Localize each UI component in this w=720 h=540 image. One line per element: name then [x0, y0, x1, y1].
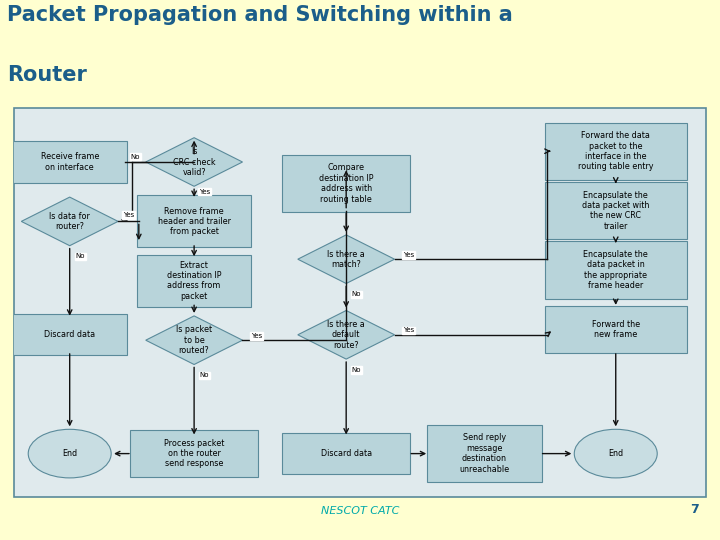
Text: Send reply
message
destination
unreachable: Send reply message destination unreachab…	[459, 434, 510, 474]
Text: Yes: Yes	[402, 252, 414, 258]
Text: 7: 7	[690, 503, 698, 516]
Polygon shape	[22, 197, 118, 246]
Text: Is there a
default
route?: Is there a default route?	[328, 320, 365, 350]
Text: End: End	[608, 449, 624, 458]
FancyBboxPatch shape	[544, 123, 687, 180]
Text: No: No	[130, 153, 140, 160]
Polygon shape	[145, 316, 243, 364]
Text: Process packet
on the router
send response: Process packet on the router send respon…	[164, 438, 225, 469]
Text: Discard data: Discard data	[44, 330, 95, 339]
Text: Remove frame
header and trailer
from packet: Remove frame header and trailer from pac…	[158, 206, 230, 237]
Polygon shape	[145, 138, 243, 186]
Text: Receive frame
on interface: Receive frame on interface	[40, 152, 99, 172]
Text: Encapsulate the
data packet in
the appropriate
frame header: Encapsulate the data packet in the appro…	[583, 250, 648, 290]
FancyBboxPatch shape	[137, 195, 251, 247]
Polygon shape	[298, 235, 395, 284]
Text: Yes: Yes	[402, 327, 414, 334]
Text: Yes: Yes	[251, 333, 262, 339]
Text: Yes: Yes	[199, 188, 210, 195]
FancyBboxPatch shape	[137, 255, 251, 307]
FancyBboxPatch shape	[427, 425, 541, 482]
Text: NESCOT CATC: NESCOT CATC	[321, 505, 399, 516]
FancyBboxPatch shape	[282, 433, 410, 474]
Text: Router: Router	[7, 65, 87, 85]
Text: Forward the
new frame: Forward the new frame	[592, 320, 640, 339]
FancyBboxPatch shape	[130, 430, 258, 477]
Text: Yes: Yes	[123, 212, 134, 218]
Text: Compare
destination IP
address with
routing table: Compare destination IP address with rout…	[319, 164, 374, 204]
Text: Forward the data
packet to the
interface in the
routing table entry: Forward the data packet to the interface…	[578, 131, 654, 171]
Text: End: End	[62, 449, 77, 458]
Text: No: No	[199, 372, 210, 379]
FancyBboxPatch shape	[544, 182, 687, 239]
Text: Is there a
match?: Is there a match?	[328, 249, 365, 269]
Text: Is
CRC check
valid?: Is CRC check valid?	[173, 147, 215, 177]
Polygon shape	[298, 310, 395, 359]
Ellipse shape	[28, 429, 111, 478]
Text: No: No	[352, 291, 361, 298]
FancyBboxPatch shape	[282, 155, 410, 212]
FancyBboxPatch shape	[544, 306, 687, 353]
FancyBboxPatch shape	[544, 241, 687, 299]
Text: Encapsulate the
data packet with
the new CRC
trailer: Encapsulate the data packet with the new…	[582, 191, 649, 231]
Text: Discard data: Discard data	[320, 449, 372, 458]
Text: Packet Propagation and Switching within a: Packet Propagation and Switching within …	[7, 5, 513, 25]
Ellipse shape	[575, 429, 657, 478]
Text: No: No	[76, 253, 85, 260]
Text: Is data for
router?: Is data for router?	[49, 212, 90, 231]
Text: Is packet
to be
routed?: Is packet to be routed?	[176, 325, 212, 355]
FancyBboxPatch shape	[12, 141, 127, 183]
FancyBboxPatch shape	[12, 314, 127, 355]
Text: Extract
destination IP
address from
packet: Extract destination IP address from pack…	[167, 261, 221, 301]
Text: No: No	[352, 367, 361, 373]
